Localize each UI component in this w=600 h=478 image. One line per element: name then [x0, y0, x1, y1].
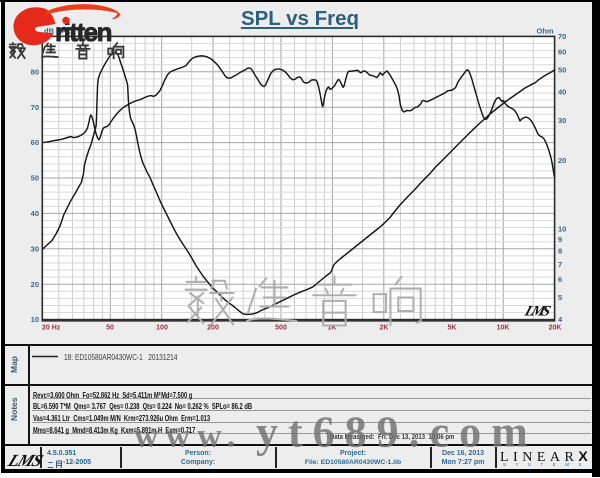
svg-text:4: 4: [558, 315, 563, 324]
svg-text:30: 30: [558, 116, 566, 125]
svg-text:7: 7: [558, 260, 562, 269]
svg-text:60: 60: [31, 138, 39, 147]
svg-text:30: 30: [31, 244, 39, 253]
svg-text:5: 5: [558, 293, 562, 302]
svg-text:50: 50: [31, 174, 39, 183]
svg-text:70: 70: [558, 32, 566, 41]
svg-text:LMS: LMS: [4, 451, 46, 470]
svg-text:www.: www.: [134, 418, 242, 455]
svg-text:dB SPL: dB SPL: [44, 27, 71, 36]
svg-text:9: 9: [558, 235, 562, 244]
svg-text:1K: 1K: [328, 325, 337, 332]
svg-text:20: 20: [558, 156, 566, 165]
svg-text:LMS: LMS: [522, 304, 553, 320]
svg-text:500: 500: [275, 325, 287, 332]
svg-text:20: 20: [31, 280, 39, 289]
svg-text:40: 40: [558, 87, 566, 96]
svg-text:yt689.com: yt689.com: [256, 408, 538, 457]
svg-text:80: 80: [31, 67, 39, 76]
svg-text:6: 6: [558, 275, 562, 284]
svg-text:60: 60: [558, 47, 566, 56]
svg-text:50: 50: [558, 65, 566, 74]
svg-text:10: 10: [31, 315, 39, 324]
svg-text:Ohm: Ohm: [537, 27, 554, 36]
svg-text:10K: 10K: [497, 325, 510, 332]
svg-text:20 Hz: 20 Hz: [42, 325, 61, 332]
svg-text:70: 70: [31, 103, 39, 112]
svg-text:100: 100: [156, 325, 168, 332]
svg-text:8: 8: [558, 247, 562, 256]
svg-text:20K: 20K: [549, 325, 562, 332]
svg-text:200: 200: [207, 325, 219, 332]
svg-text:40: 40: [31, 209, 39, 218]
svg-text:50: 50: [106, 325, 114, 332]
svg-text:10: 10: [558, 225, 566, 234]
svg-text:2K: 2K: [380, 325, 389, 332]
svg-text:5K: 5K: [448, 325, 457, 332]
